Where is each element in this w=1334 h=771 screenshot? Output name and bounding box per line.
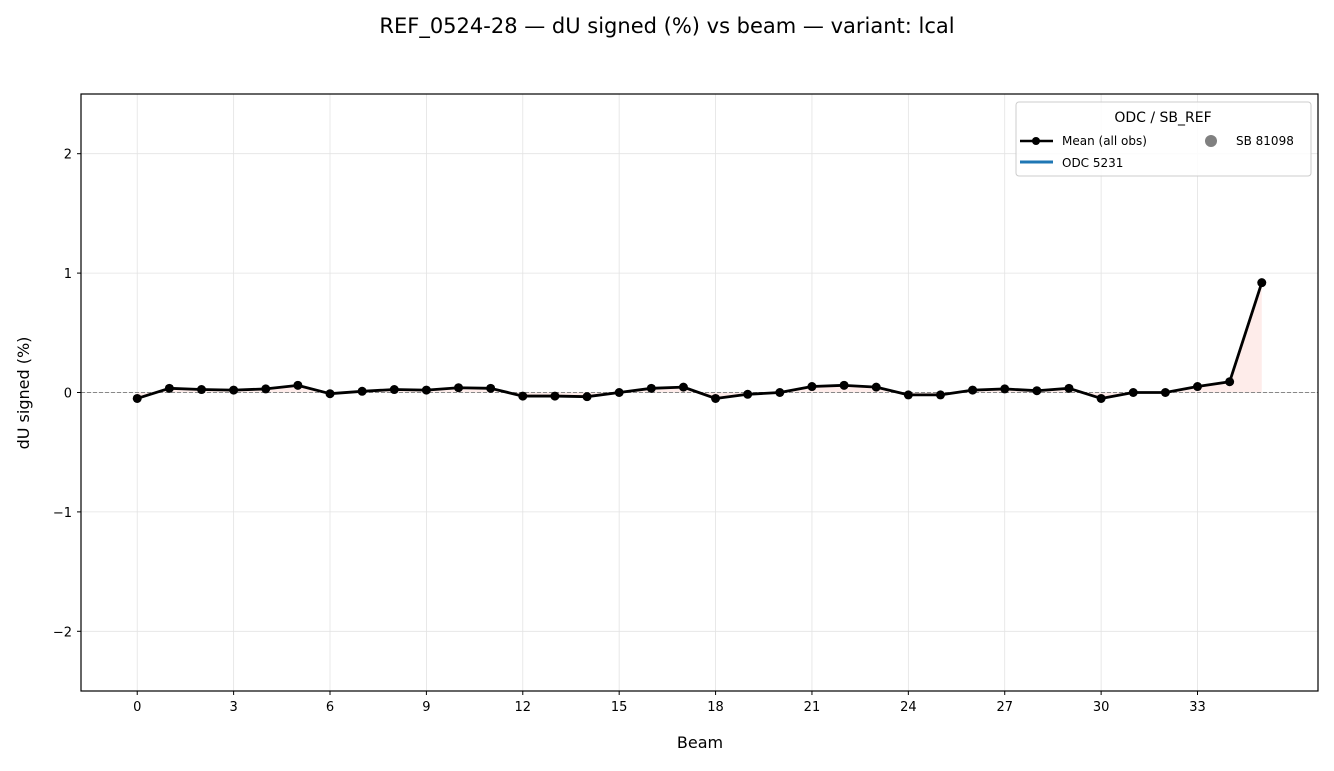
- data-point: [935, 390, 945, 400]
- data-point: [903, 390, 913, 400]
- data-point: [711, 393, 721, 403]
- data-point: [968, 385, 978, 395]
- data-point: [229, 385, 239, 395]
- y-tick-label: −1: [53, 506, 72, 521]
- data-point: [1193, 382, 1203, 392]
- data-point: [839, 380, 849, 390]
- x-tick-label: 3: [229, 700, 237, 715]
- x-tick-label: 18: [707, 700, 724, 715]
- data-point: [1160, 388, 1170, 397]
- x-tick-label: 15: [611, 700, 628, 715]
- data-point: [646, 383, 656, 393]
- data-point: [261, 384, 271, 394]
- data-point: [1000, 384, 1010, 394]
- x-tick-label: 24: [900, 700, 917, 715]
- y-axis-label: dU signed (%): [14, 337, 33, 450]
- x-tick-label: 27: [996, 700, 1013, 715]
- legend-mean-marker: [1032, 137, 1040, 145]
- data-point: [325, 389, 335, 399]
- x-tick-label: 0: [133, 700, 141, 715]
- x-tick-label: 6: [326, 700, 334, 715]
- x-tick-label: 33: [1189, 700, 1206, 715]
- data-point: [518, 391, 528, 401]
- data-point: [550, 391, 560, 401]
- data-point: [775, 388, 785, 397]
- data-point: [1257, 278, 1267, 288]
- data-point: [807, 382, 817, 392]
- legend-entry-odc: ODC 5231: [1062, 156, 1123, 170]
- series-mean: [132, 278, 1267, 403]
- data-point: [1225, 377, 1235, 387]
- data-point: [1032, 386, 1042, 396]
- data-point: [164, 383, 174, 393]
- y-tick-label: −2: [53, 625, 72, 640]
- data-point: [486, 383, 496, 393]
- x-tick-label: 21: [804, 700, 821, 715]
- x-axis-label: Beam: [677, 733, 723, 752]
- data-point: [357, 386, 367, 396]
- legend-sb-marker: [1205, 135, 1217, 147]
- data-point: [389, 385, 399, 395]
- y-tick-label: 2: [64, 148, 72, 163]
- y-axis: −2 −1 0 1 2: [53, 148, 81, 640]
- data-point: [614, 388, 624, 397]
- legend-entry-mean: Mean (all obs): [1062, 134, 1147, 148]
- legend-title: ODC / SB_REF: [1114, 110, 1211, 126]
- x-tick-label: 12: [515, 700, 532, 715]
- data-point: [421, 385, 431, 395]
- data-point: [678, 382, 688, 392]
- data-point: [196, 385, 206, 395]
- data-point: [582, 392, 592, 402]
- data-point: [132, 393, 142, 403]
- data-point: [743, 389, 753, 399]
- y-tick-label: 1: [64, 267, 72, 282]
- series-line: [136, 282, 1264, 400]
- data-point: [293, 380, 303, 390]
- data-point: [1096, 393, 1106, 403]
- fill-area: [137, 282, 1262, 399]
- data-point: [871, 382, 881, 392]
- legend: ODC / SB_REF Mean (all obs) ODC 5231 SB …: [1015, 101, 1312, 177]
- x-tick-label: 30: [1093, 700, 1110, 715]
- series-fill: [137, 282, 1262, 399]
- x-tick-label: 9: [422, 700, 430, 715]
- chart-title: REF_0524-28 — dU signed (%) vs beam — va…: [379, 14, 954, 39]
- data-point: [1064, 383, 1074, 393]
- legend-entry-sb: SB 81098: [1236, 134, 1294, 148]
- data-point: [454, 383, 464, 393]
- x-axis: 0 3 6 9 12 15 18 21 24 27 30 33: [133, 691, 1206, 715]
- y-tick-label: 0: [64, 387, 72, 402]
- data-point: [1128, 388, 1138, 397]
